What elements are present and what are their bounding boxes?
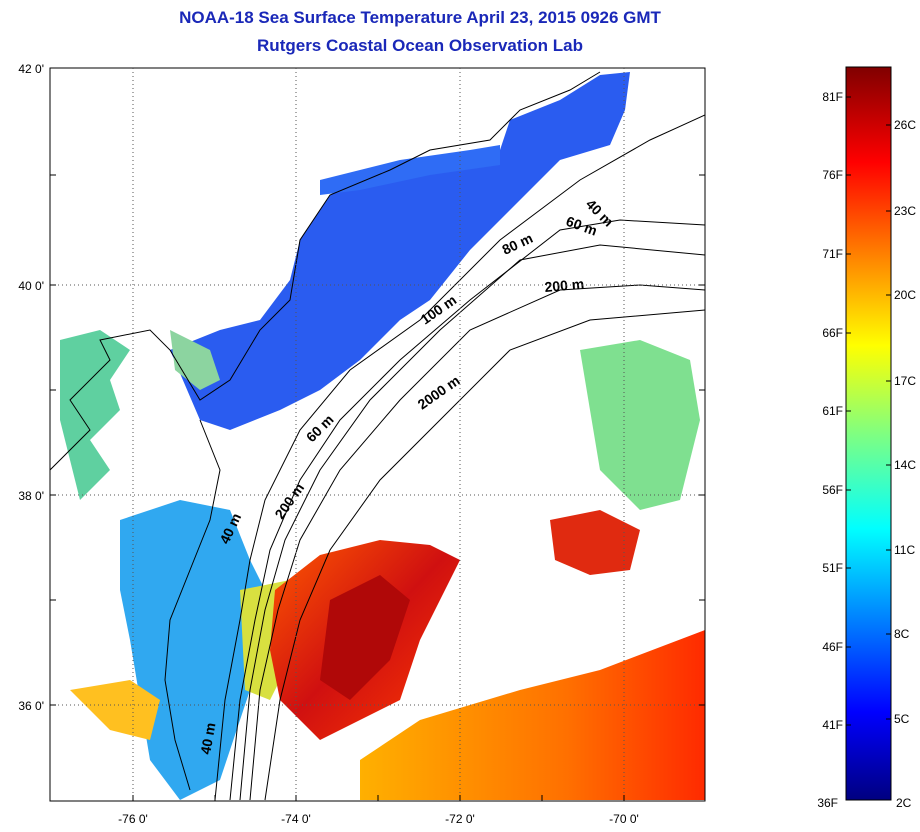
lat-label: 38 0': [18, 489, 44, 503]
colorbar-f-label: 66F: [822, 326, 843, 340]
cold-shelf-water: [170, 72, 630, 430]
colorbar-c-label: 20C: [894, 288, 916, 302]
isobath-label: 200 m: [271, 480, 307, 522]
colorbar-c-label: 11C: [894, 543, 915, 557]
lat-label: 36 0': [18, 699, 44, 713]
isobath-60m: [229, 219, 705, 801]
tick-marks: [50, 67, 705, 801]
isobath-80m: [239, 244, 705, 801]
lon-label: -72 0': [445, 812, 475, 826]
colorbar-f-label: 71F: [822, 247, 843, 261]
lat-label: 42 0': [18, 62, 44, 76]
coastline: [50, 71, 601, 471]
offshore-green-patch: [580, 340, 700, 510]
colorbar-c-label: 5C: [894, 712, 910, 726]
colorbar-c-label: 17C: [894, 374, 916, 388]
isobath-40m: [214, 114, 705, 801]
colorbar-f-label: 36F: [817, 796, 838, 810]
title-line-1: NOAA-18 Sea Surface Temperature April 23…: [179, 8, 661, 27]
gulf-stream-core: [320, 575, 410, 700]
colorbar-f-label: 81F: [822, 90, 843, 104]
colorbar-c-label: 2C: [896, 796, 912, 810]
colorbar-c-label: 8C: [894, 627, 910, 641]
isobath-label: 60 m: [303, 411, 337, 445]
lon-label: -74 0': [281, 812, 311, 826]
outer-banks-water: [70, 680, 160, 740]
isobath-label: 40 m: [197, 721, 218, 755]
lat-label: 40 0': [18, 279, 44, 293]
southern-warm-water: [360, 630, 705, 800]
outer-coastline: [164, 419, 221, 791]
offshore-warm-patch: [550, 510, 640, 575]
colorbar-f-label: 51F: [822, 561, 843, 575]
virginia-shelf-water: [120, 500, 270, 800]
colorbar-f-label: 56F: [822, 483, 843, 497]
colorbar-f-label: 76F: [822, 168, 843, 182]
colorbar-f-label: 41F: [822, 718, 843, 732]
colorbar: [845, 66, 892, 801]
title-line-2: Rutgers Coastal Ocean Observation Lab: [257, 36, 583, 55]
lon-label: -76 0': [118, 812, 148, 826]
colorbar-f-label: 46F: [822, 640, 843, 654]
isobath-label: 200 m: [544, 276, 585, 295]
delaware-bay-water: [170, 330, 220, 390]
colorbar-c-label: 14C: [894, 458, 916, 472]
map-panel: 40 m 60 m 80 m 200 m 100 m 2000 m 60 m 2…: [50, 71, 705, 801]
isobath-2000m: [264, 309, 705, 801]
colorbar-ticks: [846, 96, 891, 726]
chesapeake-water: [60, 330, 130, 500]
lon-label: -70 0': [609, 812, 639, 826]
isobath-200m: [249, 284, 705, 801]
long-island-sound-water: [320, 145, 500, 195]
colorbar-c-label: 26C: [894, 118, 916, 132]
colorbar-c-label: 23C: [894, 204, 916, 218]
colorbar-f-label: 61F: [822, 404, 843, 418]
